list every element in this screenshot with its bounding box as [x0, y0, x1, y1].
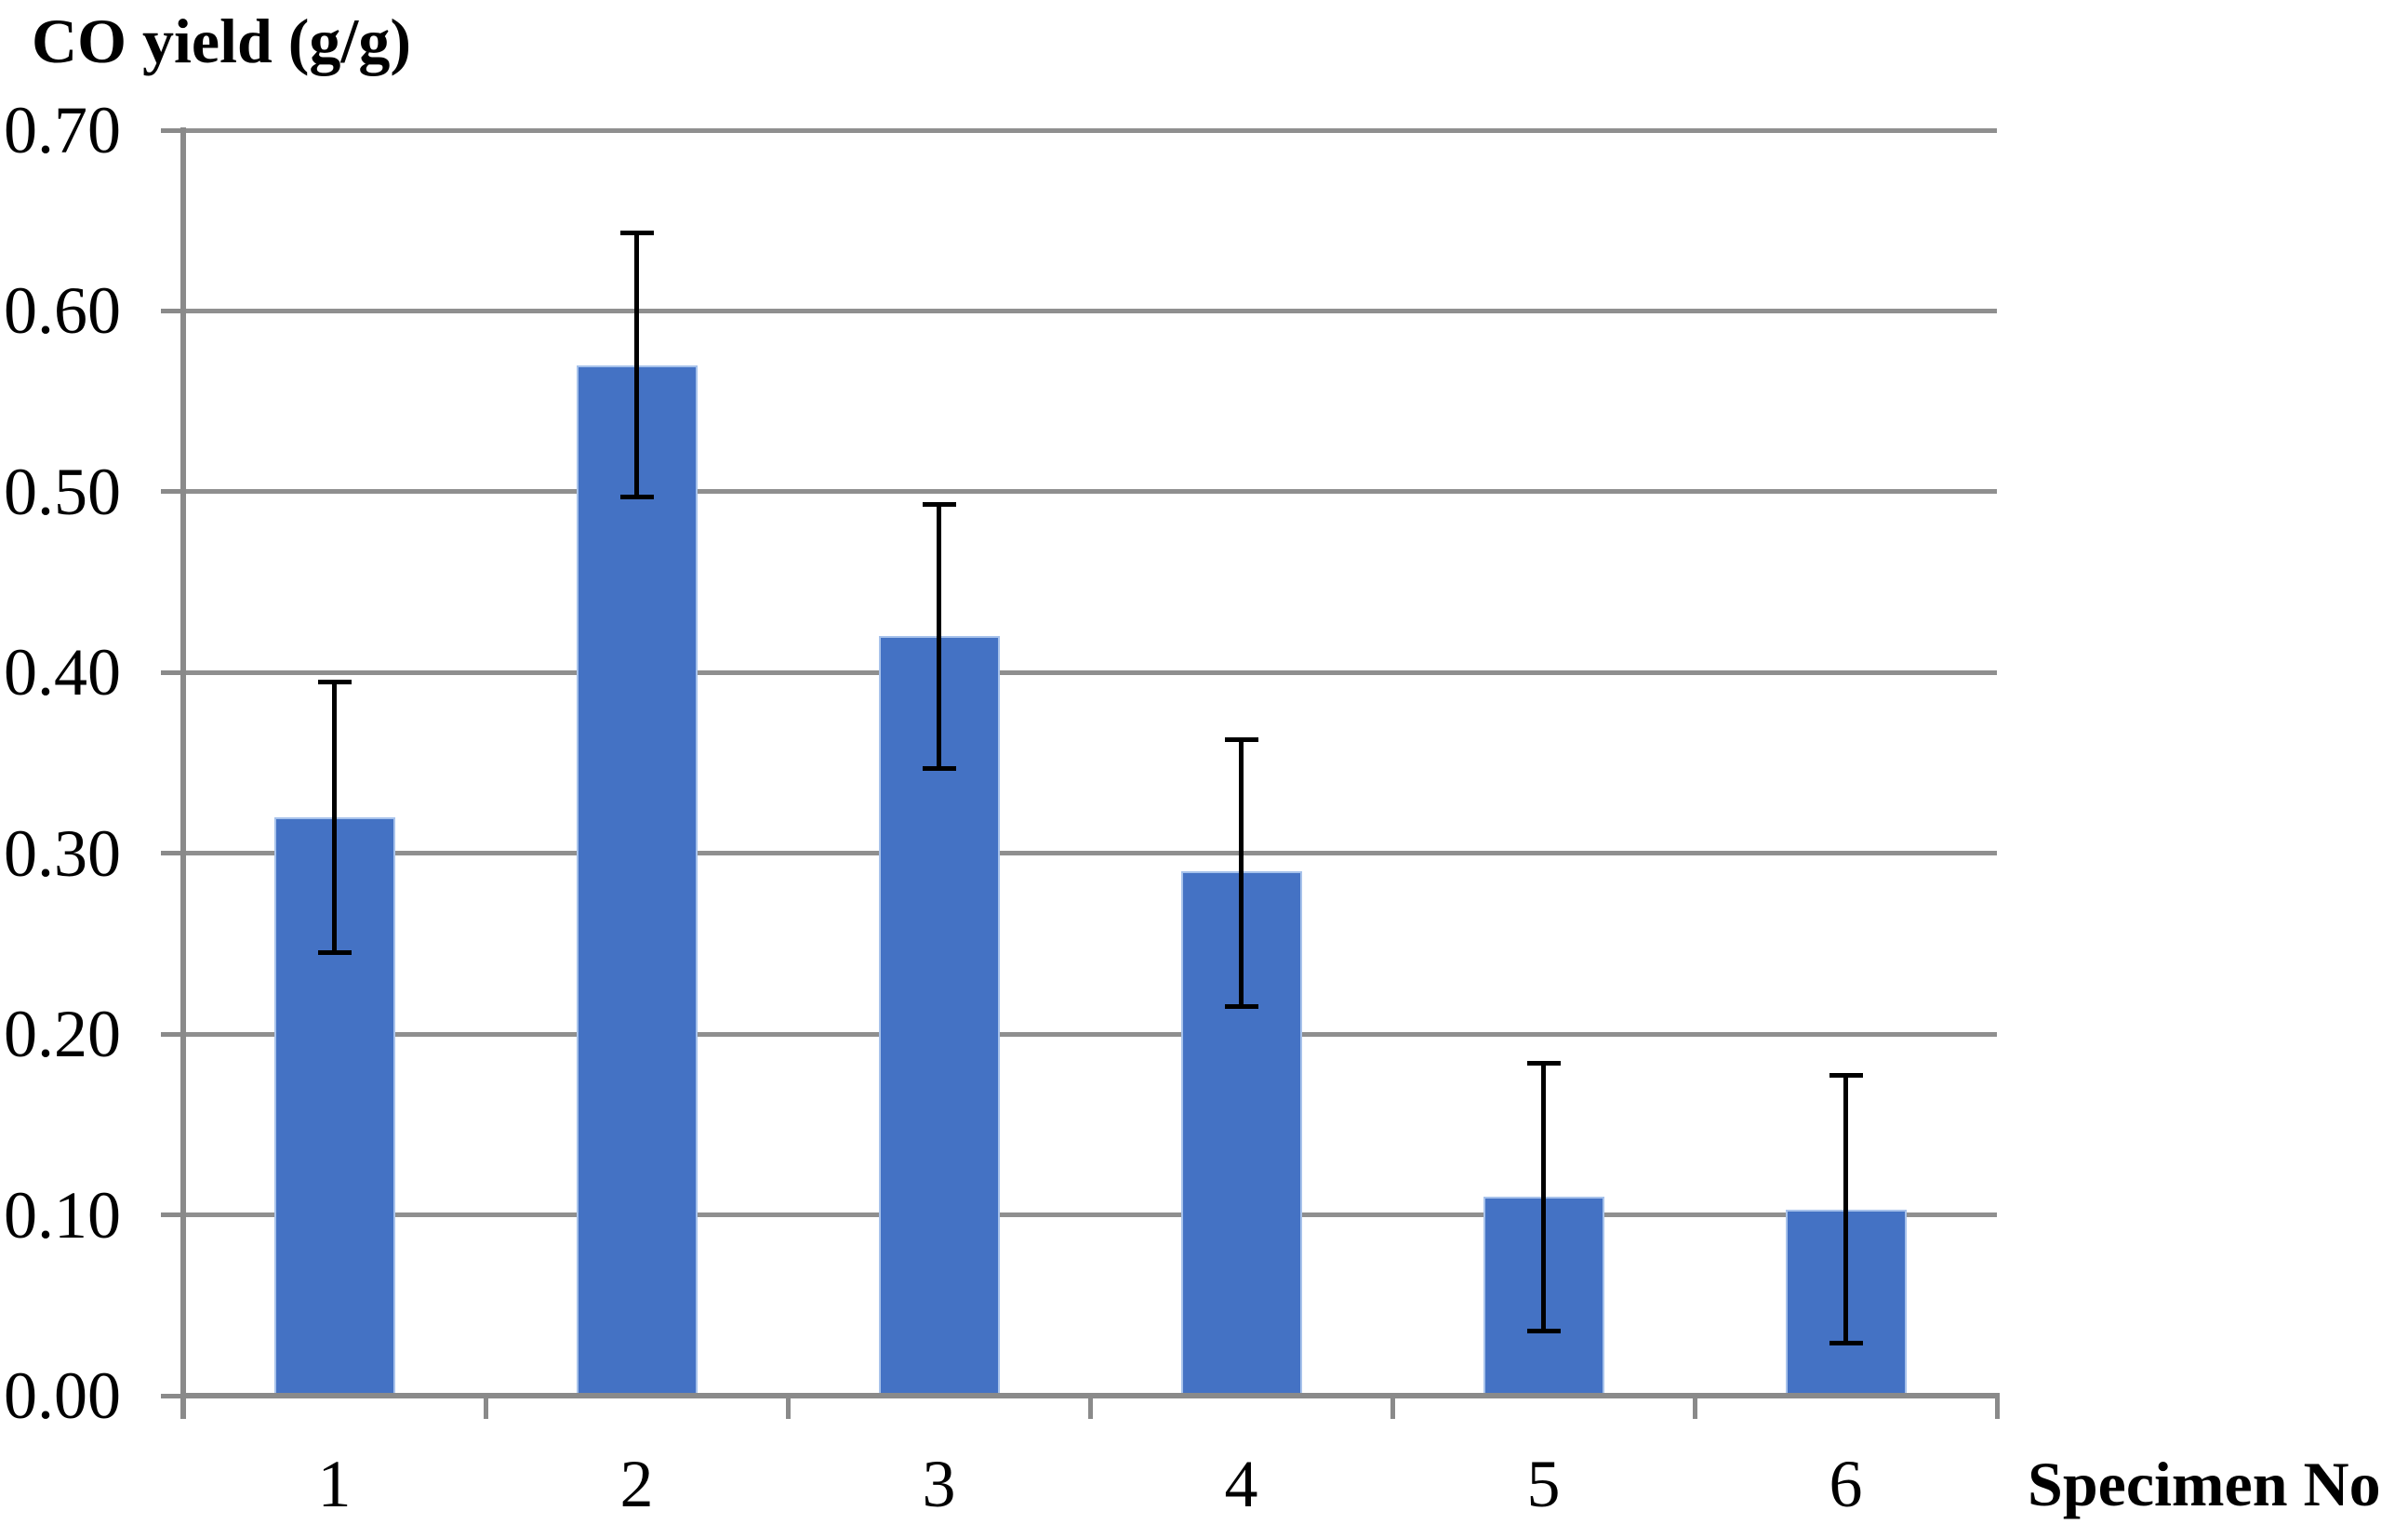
- error-bar-line: [937, 504, 941, 769]
- x-axis-category-label: 6: [1829, 1447, 1863, 1521]
- x-axis-category-label: 3: [922, 1447, 956, 1521]
- chart-title: CO yield (g/g): [32, 6, 411, 76]
- y-axis-tick-label: 0.20: [4, 997, 121, 1072]
- gridline: [183, 127, 1997, 133]
- x-axis-tick: [1390, 1396, 1395, 1419]
- error-bar-cap-top: [1526, 1060, 1561, 1066]
- y-axis-tick: [161, 127, 183, 133]
- error-bar-line: [332, 682, 337, 953]
- error-bar-cap-bottom: [619, 495, 654, 500]
- gridline: [183, 1031, 1997, 1037]
- y-axis-tick: [161, 1393, 183, 1398]
- y-axis-tick: [161, 669, 183, 675]
- x-axis-tick: [483, 1396, 488, 1419]
- error-bar-cap-bottom: [1224, 1004, 1258, 1010]
- x-axis-line: [180, 1393, 2000, 1398]
- y-axis-tick-label: 0.30: [4, 815, 121, 891]
- y-axis-tick: [161, 308, 183, 313]
- x-axis-category-label: 1: [317, 1447, 352, 1521]
- x-axis-tick: [1692, 1396, 1697, 1419]
- error-bar-cap-bottom: [1526, 1328, 1561, 1333]
- error-bar-cap-top: [922, 501, 956, 507]
- x-axis-category-label: 4: [1224, 1447, 1258, 1521]
- error-bar-line: [1239, 739, 1244, 1007]
- gridline: [183, 489, 1997, 495]
- y-axis-tick-label: 0.40: [4, 635, 121, 710]
- y-axis-tick: [161, 1212, 183, 1218]
- y-axis-tick-label: 0.10: [4, 1177, 121, 1252]
- error-bar-cap-bottom: [317, 950, 352, 956]
- y-axis-tick: [161, 851, 183, 856]
- y-axis-line: [180, 127, 186, 1419]
- bar: [576, 364, 698, 1396]
- y-axis-tick-label: 0.60: [4, 273, 121, 349]
- y-axis-tick-label: 0.00: [4, 1358, 121, 1433]
- error-bar-line: [1843, 1075, 1848, 1344]
- y-axis-tick-label: 0.70: [4, 93, 121, 167]
- x-axis-category-label: 5: [1526, 1447, 1561, 1521]
- gridline: [183, 669, 1997, 675]
- error-bar-cap-top: [1829, 1073, 1863, 1079]
- y-axis-tick: [161, 489, 183, 495]
- error-bar-line: [1541, 1063, 1546, 1331]
- error-bar-cap-top: [619, 231, 654, 236]
- y-axis-tick-label: 0.50: [4, 454, 121, 529]
- error-bar-cap-top: [317, 679, 352, 684]
- error-bar-line: [634, 232, 639, 497]
- gridline: [183, 851, 1997, 856]
- error-bar-cap-top: [1224, 736, 1258, 742]
- y-axis-tick: [161, 1031, 183, 1037]
- gridline: [183, 1212, 1997, 1218]
- x-axis-tick: [1994, 1396, 2000, 1419]
- error-bar-cap-bottom: [1829, 1341, 1863, 1346]
- gridline: [183, 308, 1997, 313]
- x-axis-category-label: 2: [619, 1447, 654, 1521]
- x-axis-title: Specimen No: [2028, 1449, 2381, 1519]
- x-axis-tick: [1087, 1396, 1093, 1419]
- x-axis-tick: [785, 1396, 791, 1419]
- error-bar-cap-bottom: [922, 765, 956, 771]
